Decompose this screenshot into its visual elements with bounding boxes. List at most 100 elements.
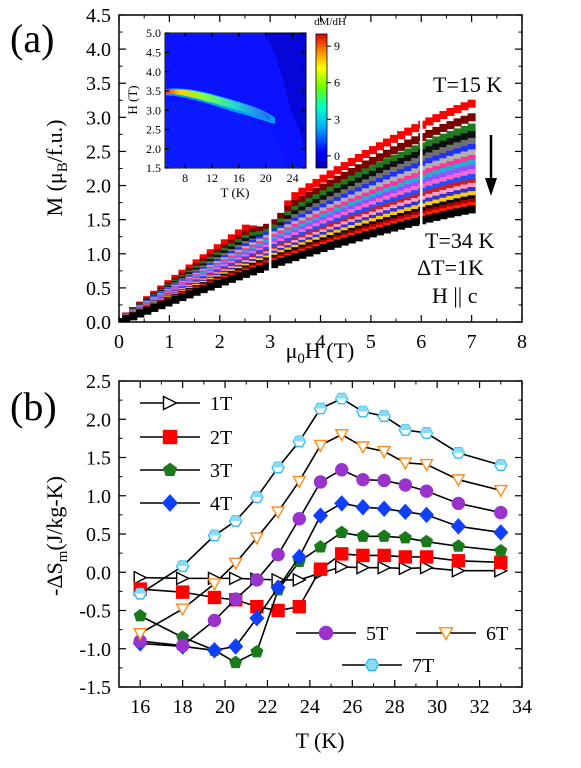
m-point: [432, 126, 441, 135]
m-point: [368, 176, 377, 185]
m-point: [460, 125, 469, 134]
m-point: [404, 175, 413, 184]
m-point: [390, 166, 399, 175]
m-point: [361, 174, 370, 183]
m-point: [453, 148, 462, 157]
marker-diamond: [291, 548, 307, 566]
m-point: [411, 177, 420, 186]
m-point: [460, 151, 469, 160]
annotation-delta-t: ΔT=1K: [417, 255, 484, 280]
m-point: [397, 190, 406, 199]
m-point: [446, 170, 455, 179]
m-point: [382, 149, 391, 158]
m-point: [312, 246, 321, 255]
m-point: [390, 154, 399, 163]
m-point: [326, 196, 335, 205]
m-point: [206, 249, 215, 258]
marker-pentagon: [250, 644, 264, 658]
marker-triangle-right: [419, 560, 435, 575]
m-point: [305, 198, 314, 207]
m-point: [425, 185, 434, 194]
x-tick-label: 16: [233, 171, 245, 185]
marker-pentagon: [451, 539, 465, 552]
marker-triangle-right: [335, 559, 350, 575]
x-tick-label: 1: [164, 331, 174, 353]
m-point: [347, 235, 356, 244]
y-tick-label: 1.0: [86, 244, 111, 266]
m-point: [404, 154, 413, 163]
m-point: [390, 176, 399, 185]
legend-label: 4T: [210, 493, 232, 515]
marker-hexagon-fill: [314, 403, 327, 409]
marker-square: [292, 599, 306, 614]
marker-square: [313, 562, 328, 576]
x-tick-label: 0: [114, 331, 124, 353]
marker-hexagon-fill: [229, 515, 242, 521]
legend-label: 6T: [486, 623, 508, 645]
x-tick-label: 8: [182, 171, 188, 185]
marker-triangle-down: [133, 627, 148, 641]
m-point: [453, 128, 462, 137]
m-point: [467, 113, 476, 122]
m-point: [213, 279, 222, 288]
marker-hexagon: [364, 658, 380, 672]
legend-item-2T: 2T: [140, 427, 232, 449]
marker-triangle-down: [451, 474, 466, 488]
marker-hexagon-fill: [399, 424, 412, 430]
inset-x-axis-label: T (K): [220, 185, 249, 200]
m-point: [220, 277, 229, 286]
marker-circle: [356, 472, 370, 487]
m-point: [256, 264, 265, 273]
m-point: [333, 239, 342, 248]
m-point: [390, 185, 399, 194]
m-point: [404, 188, 413, 197]
m-point: [425, 158, 434, 167]
y-tick-label: 1.5: [86, 448, 111, 470]
marker-triangle-right: [133, 570, 148, 585]
m-point: [397, 182, 406, 191]
m-point: [319, 199, 328, 208]
m-point: [460, 140, 469, 149]
marker-triangle-right: [451, 563, 466, 578]
m-point: [340, 237, 349, 246]
marker-circle: [419, 484, 434, 498]
m-point: [467, 187, 476, 196]
m-point: [411, 168, 420, 177]
m-point: [291, 205, 300, 214]
m-point: [439, 133, 448, 142]
m-point: [460, 188, 469, 197]
m-point: [397, 186, 406, 195]
panel-b-axes: 16 18 20 22 24 26 28 30 32 34 -1.5 -1.0 -0.5 0.0 0.5 1.…: [79, 371, 532, 718]
m-point: [460, 175, 469, 184]
m-point: [361, 184, 370, 193]
m-point: [319, 190, 328, 199]
m-point: [375, 182, 384, 191]
m-point: [467, 137, 476, 146]
m-point: [446, 155, 455, 164]
marker-circle: [175, 638, 190, 653]
m-point: [354, 164, 363, 173]
marker-triangle-right: [398, 561, 413, 576]
m-point: [375, 161, 384, 170]
m-point: [354, 187, 363, 196]
m-point: [411, 163, 420, 172]
m-point: [397, 169, 406, 178]
m-point: [347, 180, 356, 189]
marker-pentagon: [313, 540, 328, 553]
m-point: [248, 267, 257, 276]
marker-triangle-down: [376, 445, 392, 459]
m-point: [305, 248, 314, 257]
marker-triangle-down: [419, 458, 434, 472]
m-point: [263, 223, 272, 232]
annotation-field-direction: H || c: [432, 283, 478, 308]
m-point: [305, 183, 314, 192]
m-point: [432, 155, 441, 164]
m-point: [446, 107, 455, 116]
m-point: [347, 157, 356, 166]
m-point: [439, 123, 448, 132]
m-point: [136, 309, 145, 318]
m-point: [439, 176, 448, 185]
marker-triangle-down: [355, 441, 371, 455]
marker-square: [398, 550, 413, 564]
legend-item-7T: 7T: [342, 655, 434, 677]
